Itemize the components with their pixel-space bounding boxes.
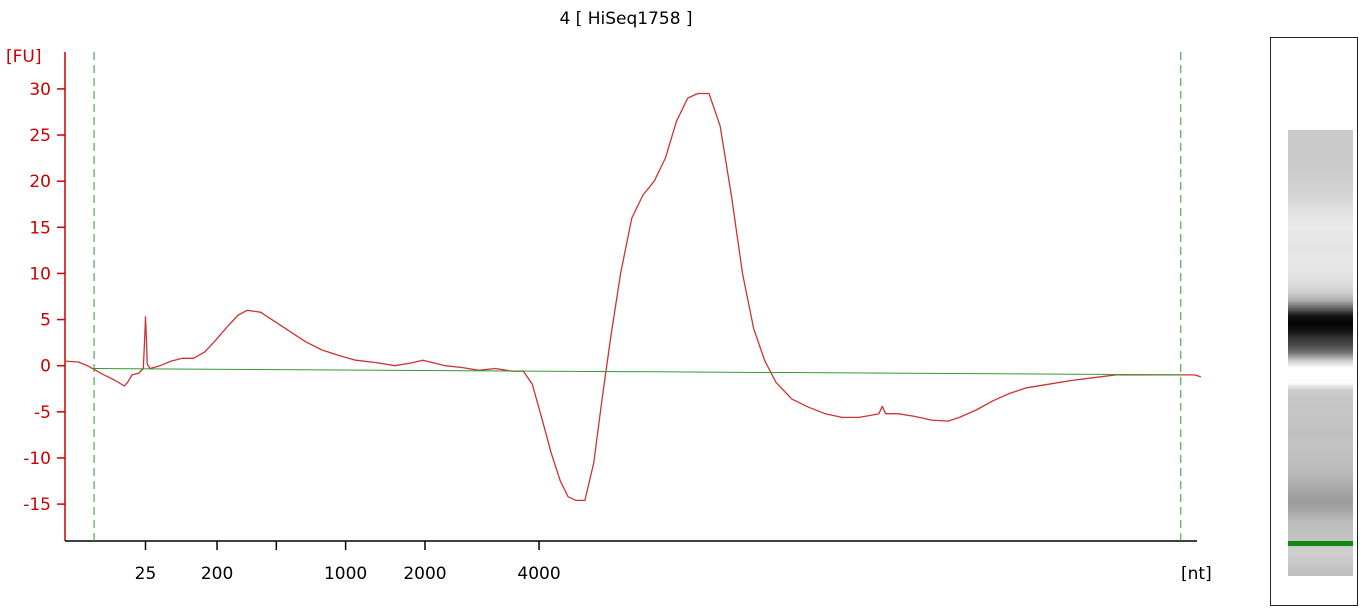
y-tick-label: -15 [23,495,51,515]
x-tick-label: 200 [201,564,233,584]
y-tick-label: 20 [29,172,51,192]
y-tick-label: 15 [29,218,51,238]
y-axis-label: [FU] [6,47,42,67]
y-tick-label: -5 [34,403,51,423]
y-tick-label: 10 [29,264,51,284]
y-tick-label: 5 [40,311,51,331]
y-tick-label: 30 [29,80,51,100]
gel-lane [1270,37,1358,606]
x-tick-label: 2000 [403,564,446,584]
y-tick-label: 0 [40,357,51,377]
chart-title: 4 [ HiSeq1758 ] [559,9,692,29]
x-axis-label: [nt] [1181,564,1212,584]
baseline-line [94,368,1181,376]
y-tick-label: 25 [29,126,51,146]
gel-marker-band [1288,541,1353,546]
region-markers [93,52,1182,541]
gel-lane-bands [1288,130,1353,576]
y-tick-label: -10 [23,449,51,469]
x-tick-label: 4000 [517,564,560,584]
x-tick-label: 1000 [324,564,367,584]
series-group [64,92,1202,502]
y-axis: 30 25 20 15 10 5 0 -5 -10 -15 [23,52,66,541]
x-axis: 25 200 1000 2000 4000 [65,540,1197,584]
fluorescence-trace [64,92,1202,502]
x-tick-label: 25 [135,564,157,584]
